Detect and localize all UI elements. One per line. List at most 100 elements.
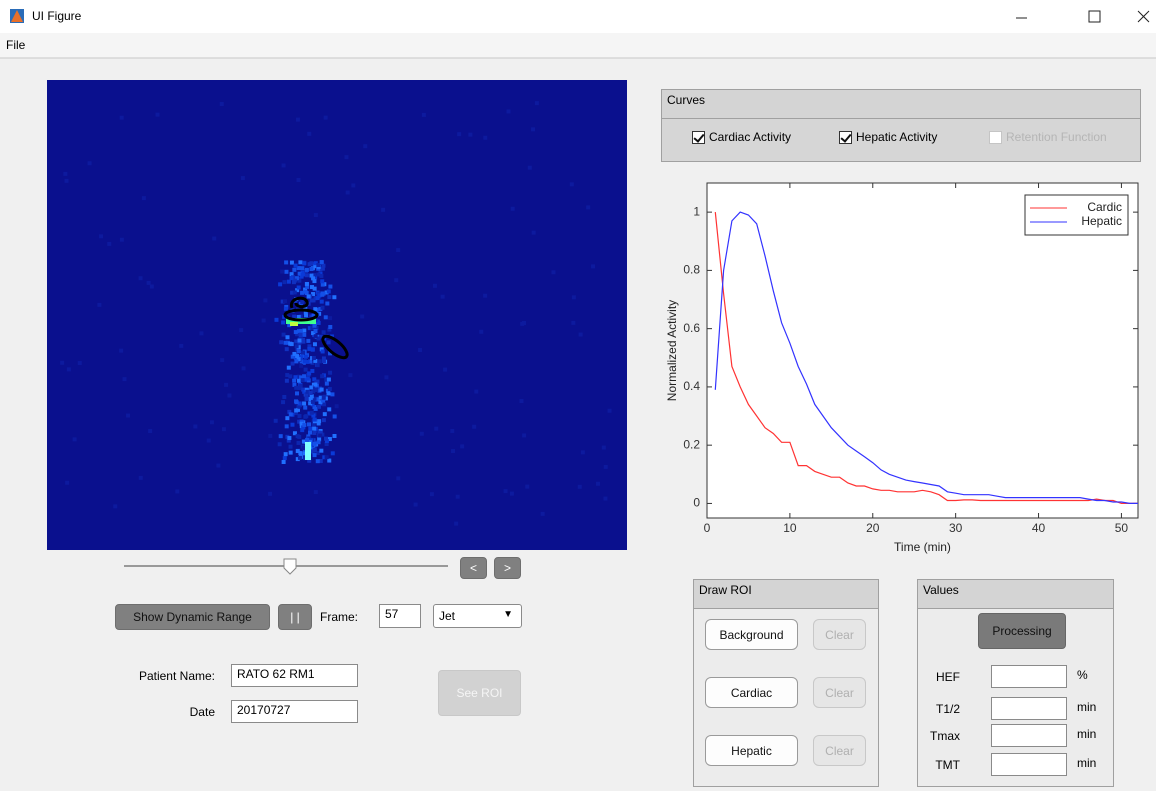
image-pixel <box>148 429 152 433</box>
image-pixel <box>327 289 331 293</box>
image-pixel <box>602 446 606 450</box>
date-label: Date <box>100 705 215 719</box>
value-field[interactable] <box>991 753 1067 776</box>
image-pixel <box>302 261 306 265</box>
image-pixel <box>483 136 487 140</box>
y-tick-label: 0.4 <box>683 379 700 393</box>
image-pixel <box>97 303 101 307</box>
image-pixel <box>307 295 311 299</box>
value-field[interactable] <box>991 665 1067 688</box>
image-pixel <box>284 307 288 311</box>
image-pixel <box>603 497 607 501</box>
image-pixel <box>360 315 364 319</box>
image-pixel <box>299 364 303 368</box>
image-pixel <box>313 418 317 422</box>
image-pixel <box>126 414 130 418</box>
image-pixel <box>302 423 306 427</box>
curves-title: Curves <box>662 90 1140 119</box>
patient-name-field[interactable]: RATO 62 RM1 <box>231 664 358 687</box>
image-pixel <box>305 397 309 401</box>
image-pixel <box>313 448 317 452</box>
image-pixel <box>304 313 308 317</box>
pause-button[interactable]: | | <box>278 604 312 630</box>
value-field[interactable] <box>991 697 1067 720</box>
image-pixel <box>274 318 278 322</box>
checkbox[interactable]: Cardiac Activity <box>692 130 839 144</box>
checkbox-label: Retention Function <box>1006 130 1107 144</box>
image-pixel <box>331 451 335 455</box>
image-pixel <box>504 489 508 493</box>
image-pixel <box>313 453 317 457</box>
roi-button[interactable]: Hepatic <box>705 735 798 766</box>
image-pixel <box>483 294 487 298</box>
image-pixel <box>284 341 288 345</box>
next-button[interactable]: > <box>494 557 521 579</box>
image-pixel <box>520 322 524 326</box>
image-pixel <box>313 342 317 346</box>
image-pixel <box>298 451 302 455</box>
roi-button[interactable]: Background <box>705 619 798 650</box>
image-pixel <box>303 415 307 419</box>
image-pixel <box>324 116 328 120</box>
value-field[interactable] <box>991 724 1067 747</box>
image-pixel <box>522 433 526 437</box>
checkbox[interactable]: Hepatic Activity <box>839 130 989 144</box>
image-pixel <box>113 504 117 508</box>
image-pixel <box>281 320 285 324</box>
image-pixel <box>289 412 293 416</box>
image-pixel <box>460 444 464 448</box>
image-pixel <box>305 273 309 277</box>
image-pixel <box>299 333 303 337</box>
image-pixel <box>327 407 331 411</box>
date-field[interactable]: 20170727 <box>231 700 358 723</box>
image-pixel <box>285 379 289 383</box>
image-pixel <box>78 361 82 365</box>
image-pixel <box>312 324 316 328</box>
image-pixel <box>65 481 69 485</box>
image-pixel <box>330 392 334 396</box>
image-pixel <box>311 400 315 404</box>
image-pixel <box>414 503 418 507</box>
x-tick-label: 40 <box>1032 521 1046 535</box>
image-pixel <box>282 333 286 337</box>
dynamic-range-button[interactable]: Show Dynamic Range <box>115 604 270 630</box>
image-pixel <box>297 379 301 383</box>
frame-slider-thumb[interactable] <box>284 559 296 574</box>
image-pixel <box>346 191 350 195</box>
image-pixel <box>120 116 124 120</box>
image-pixel <box>285 424 289 428</box>
image-pixel <box>179 344 183 348</box>
image-pixel <box>314 334 318 338</box>
y-tick-label: 1 <box>693 204 700 218</box>
prev-button[interactable]: < <box>460 557 487 579</box>
image-pixel <box>294 264 298 268</box>
image-pixel <box>298 260 302 264</box>
image-pixel <box>302 374 306 378</box>
image-pixel <box>300 266 304 270</box>
menu-file[interactable]: File <box>6 38 26 52</box>
colormap-dropdown[interactable]: Jet▼ <box>433 604 522 628</box>
image-pixel <box>139 276 143 280</box>
checkbox-box[interactable] <box>692 131 705 144</box>
image-pixel <box>295 344 299 348</box>
roi-button[interactable]: Cardiac <box>705 677 798 708</box>
image-pixel <box>317 440 321 444</box>
image-pixel <box>239 328 243 332</box>
frame-input[interactable]: 57 <box>379 604 421 628</box>
image-pixel <box>328 285 332 289</box>
image-pixel <box>263 298 267 302</box>
image-pixel <box>306 377 310 381</box>
image-pixel <box>212 237 216 241</box>
processing-button[interactable]: Processing <box>978 613 1066 649</box>
image-pixel <box>294 359 298 363</box>
image-pixel <box>314 329 318 333</box>
image-pixel <box>474 390 478 394</box>
image-pixel <box>278 442 282 446</box>
image-pixel <box>418 348 422 352</box>
image-pixel <box>296 434 300 438</box>
checkbox-box[interactable] <box>839 131 852 144</box>
patient-name-label: Patient Name: <box>100 669 215 683</box>
image-pixel <box>289 445 293 449</box>
image-pixel <box>287 436 291 440</box>
